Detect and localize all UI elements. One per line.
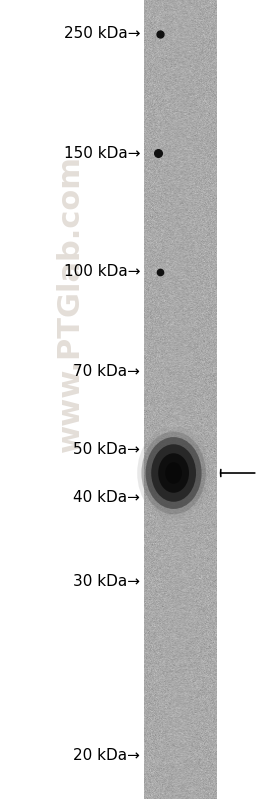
Text: 40 kDa→: 40 kDa→ <box>73 491 140 505</box>
Text: 150 kDa→: 150 kDa→ <box>64 146 140 161</box>
Text: 70 kDa→: 70 kDa→ <box>73 364 140 379</box>
Text: 100 kDa→: 100 kDa→ <box>64 264 140 279</box>
Ellipse shape <box>141 431 206 515</box>
Text: www.PTGlab.com: www.PTGlab.com <box>55 155 85 452</box>
Ellipse shape <box>151 444 196 502</box>
Bar <box>144 0 217 799</box>
Text: 30 kDa→: 30 kDa→ <box>73 574 140 589</box>
Text: 250 kDa→: 250 kDa→ <box>64 26 140 41</box>
Text: 50 kDa→: 50 kDa→ <box>73 443 140 457</box>
Ellipse shape <box>137 427 210 520</box>
Text: 20 kDa→: 20 kDa→ <box>73 748 140 762</box>
Ellipse shape <box>165 462 182 484</box>
Ellipse shape <box>158 453 189 493</box>
Ellipse shape <box>146 437 202 509</box>
